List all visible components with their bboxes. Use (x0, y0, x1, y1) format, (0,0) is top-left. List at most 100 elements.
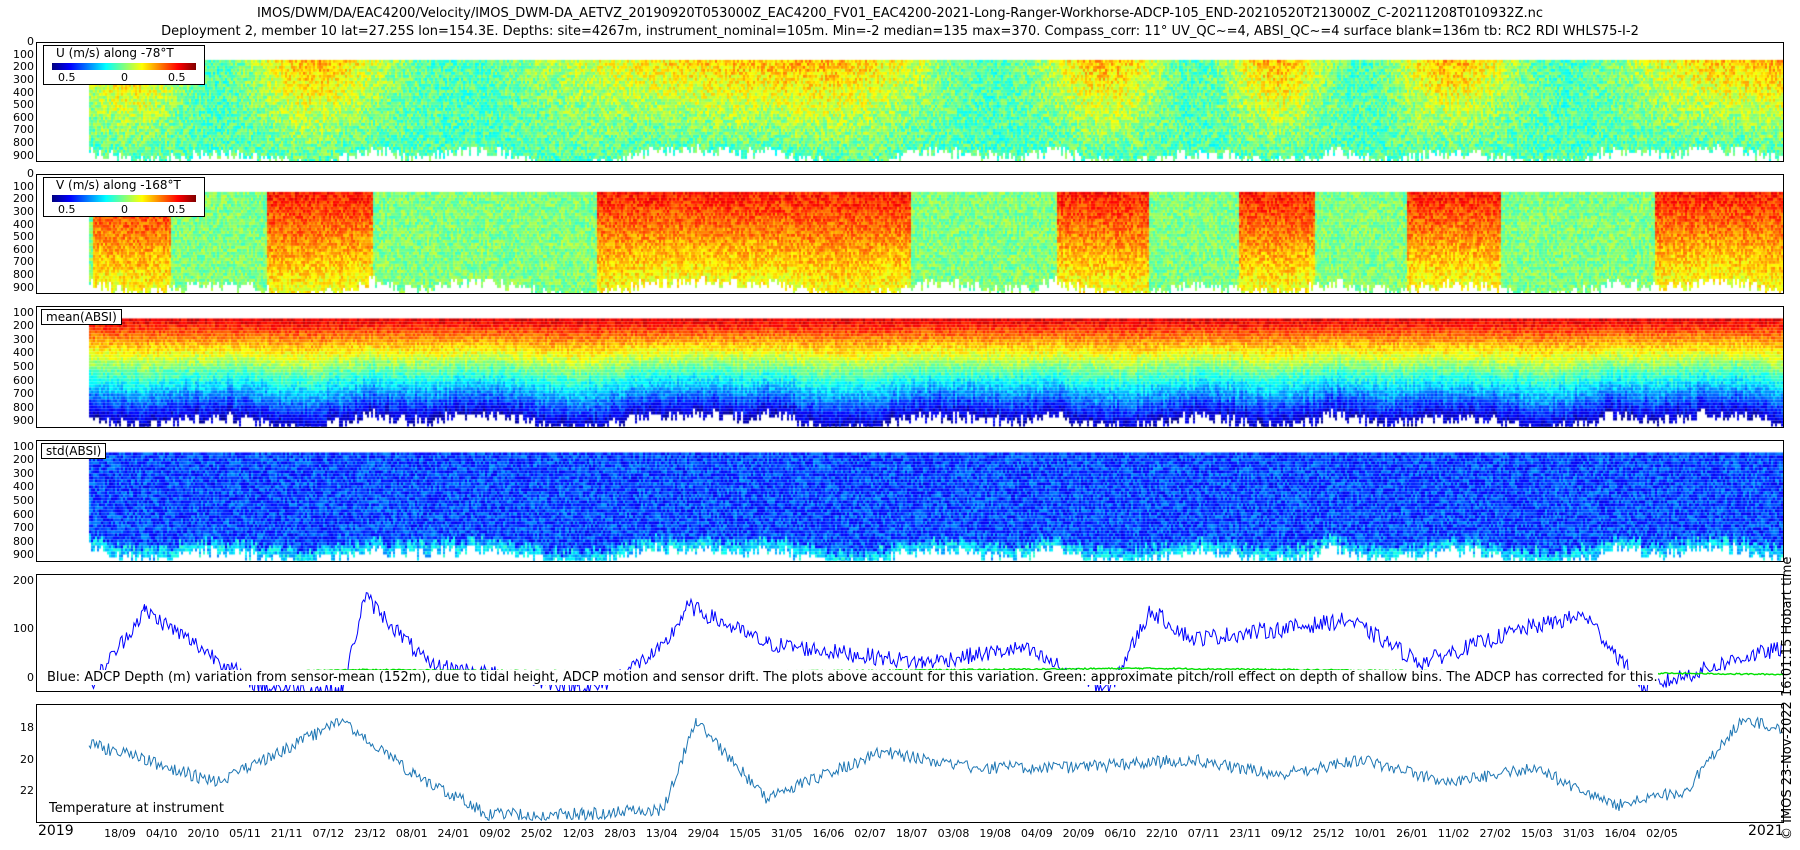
xtick-label: 02/07 (854, 827, 887, 840)
xtick-label: 26/01 (1396, 827, 1428, 840)
ytick-label: 700 (13, 387, 34, 401)
temperature-label: Temperature at instrument (49, 801, 224, 816)
ytick-label: 400 (13, 85, 34, 99)
ytick-label: 200 (13, 319, 34, 333)
panel-u-velocity: U (m/s) along -78°T 0.5 0 0.5 (36, 42, 1784, 162)
ytick-label: 0 (27, 167, 34, 180)
v-colorbar-tick: 0 (121, 203, 128, 216)
xtick-label: 25/02 (520, 827, 553, 840)
panel-v-velocity: V (m/s) along -168°T 0.5 0 0.5 (36, 174, 1784, 294)
xtick-label: 10/01 (1354, 827, 1387, 840)
ytick-label: 400 (13, 346, 34, 360)
u-colorbar-tick: 0.5 (58, 71, 76, 84)
xtick-label: 04/10 (145, 827, 178, 840)
panel-std-absi: std(ABSI) (36, 440, 1784, 562)
mean-absi-heatmap (37, 307, 1783, 427)
ytick-label: 300 (13, 466, 34, 480)
figure-title-line1: IMOS/DWM/DA/EAC4200/Velocity/IMOS_DWM-DA… (256, 6, 1544, 21)
xtick-label: 07/11 (1187, 827, 1220, 840)
ytick-label: 400 (13, 480, 34, 494)
xtick-label: 07/12 (312, 827, 345, 840)
xtick-label: 16/04 (1604, 827, 1637, 840)
v-velocity-heatmap (37, 175, 1783, 293)
ytick-label: 600 (13, 373, 34, 387)
xtick-label: 23/11 (1229, 827, 1262, 840)
panel-mean-absi: mean(ABSI) (36, 306, 1784, 428)
xtick-label: 16/06 (812, 827, 845, 840)
ytick-label: 200 (13, 574, 34, 588)
mean-absi-label: mean(ABSI) (41, 309, 122, 325)
u-colorbar-title: U (m/s) along -78°T (56, 46, 174, 60)
v-colorbar-tick: 0.5 (58, 203, 76, 216)
xtick-label: 13/04 (645, 827, 678, 840)
ytick-label: 800 (13, 268, 34, 282)
ytick-label: 600 (13, 242, 34, 256)
xtick-label: 20/09 (1062, 827, 1095, 840)
u-colorbar-tick: 0 (121, 71, 128, 84)
ytick-label: 600 (13, 110, 34, 124)
ytick-label: 900 (13, 148, 34, 162)
ytick-label: 300 (13, 204, 34, 218)
ytick-label: 22 (20, 784, 34, 798)
ytick-label: 900 (13, 548, 34, 562)
ytick-label: 500 (13, 230, 34, 244)
xtick-label: 03/08 (937, 827, 970, 840)
v-colorbar-gradient (52, 195, 196, 202)
ytick-label: 300 (13, 332, 34, 346)
v-colorbar: V (m/s) along -168°T 0.5 0 0.5 (43, 177, 205, 217)
ytick-label: 100 (13, 47, 34, 61)
series-line-0 (88, 592, 1783, 691)
v-colorbar-title: V (m/s) along -168°T (56, 178, 181, 192)
series-line-0 (88, 716, 1783, 822)
xtick-label: 19/08 (979, 827, 1012, 840)
ytick-label: 200 (13, 192, 34, 206)
ytick-label: 600 (13, 507, 34, 521)
xtick-label: 04/09 (1021, 827, 1053, 840)
ytick-label: 800 (13, 534, 34, 548)
ytick-label: 500 (13, 494, 34, 507)
xtick-label: 21/11 (270, 827, 303, 840)
ytick-label: 100 (13, 305, 34, 319)
ytick-label: 500 (13, 360, 34, 373)
ytick-label: 300 (13, 72, 34, 86)
xtick-label: 29/04 (687, 827, 720, 840)
panel-temperature: Temperature at instrument (36, 704, 1784, 823)
temperature-plot (88, 716, 1783, 822)
ytick-label: 100 (13, 179, 34, 193)
std-absi-heatmap (37, 441, 1783, 561)
ytick-label: 700 (13, 123, 34, 137)
ytick-label: 20 (20, 752, 34, 766)
xtick-label: 15/03 (1521, 827, 1553, 840)
ytick-label: 800 (13, 136, 34, 150)
xtick-label: 18/09 (104, 827, 136, 840)
ytick-label: 700 (13, 521, 34, 535)
xtick-label: 20/10 (187, 827, 220, 840)
xtick-label: 25/12 (1312, 827, 1345, 840)
xtick-label: 02/05 (1646, 827, 1678, 840)
u-colorbar: U (m/s) along -78°T 0.5 0 0.5 (43, 45, 205, 85)
xtick-label: 31/05 (770, 827, 803, 840)
xtick-label: 28/03 (604, 827, 636, 840)
ytick-label: 900 (13, 280, 34, 294)
ytick-label: 100 (13, 439, 34, 453)
ytick-label: 200 (13, 60, 34, 74)
u-colorbar-gradient (52, 63, 196, 70)
xtick-label: 23/12 (354, 827, 386, 840)
imos-stamp: © IMOS 23-Nov-2022 16:01:15 Hobart time (1780, 556, 1795, 840)
xtick-label: 18/07 (895, 827, 928, 840)
ytick-label: 800 (13, 400, 34, 414)
xtick-label: 31/03 (1562, 827, 1595, 840)
ytick-label: 700 (13, 255, 34, 269)
xtick-label: 05/11 (229, 827, 261, 840)
ytick-label: 200 (13, 453, 34, 467)
u-velocity-heatmap (37, 43, 1783, 161)
ytick-label: 500 (13, 98, 34, 112)
xtick-label: 06/10 (1104, 827, 1137, 840)
adcp-depth-note: Blue: ADCP Depth (m) variation from sens… (47, 670, 1658, 685)
u-colorbar-tick: 0.5 (168, 71, 186, 84)
year-label-end: 2021 (1748, 823, 1784, 839)
figure-title-line2: Deployment 2, member 10 lat=27.25S lon=1… (161, 24, 1639, 39)
ytick-label: 18 (20, 720, 34, 734)
xtick-label: 09/12 (1271, 827, 1303, 840)
ytick-label: 400 (13, 217, 34, 231)
